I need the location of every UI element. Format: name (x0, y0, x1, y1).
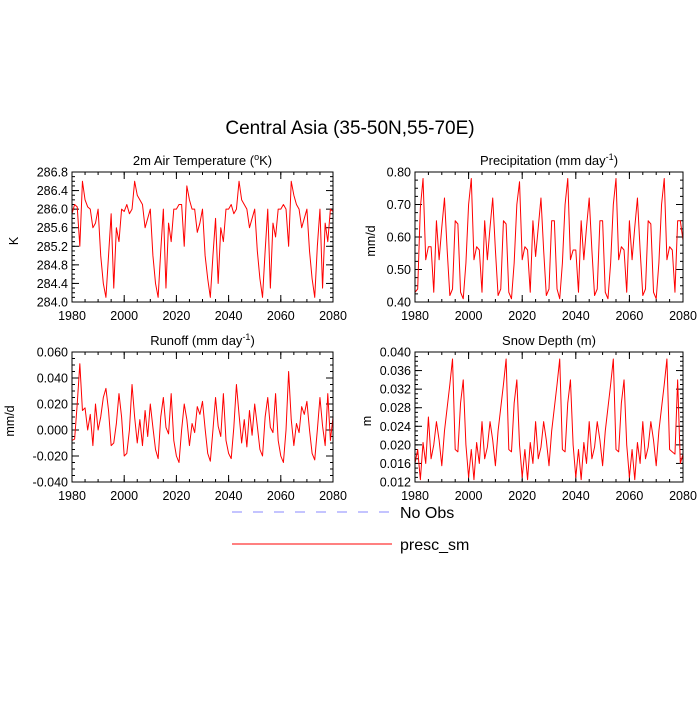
y-axis-label-precip: mm/d (364, 225, 378, 256)
panel-title-text: Precipitation (mm day (480, 153, 606, 168)
panel-title-after: K) (259, 153, 272, 168)
panel-title-sup: -1 (242, 332, 250, 342)
y-tick-label: 0.40 (387, 296, 411, 310)
y-tick-label: 0.80 (387, 166, 411, 180)
y-axis-label-snow: m (360, 416, 374, 426)
y-axis-label-runoff: mm/d (3, 405, 17, 436)
panels: 2m Air Temperature (oK) K 1980 2000 2020 2040… (3, 152, 697, 503)
x-tick-label: 2020 (162, 489, 190, 503)
y-tick-label: 285.6 (37, 221, 68, 235)
y-tick-label: 0.020 (37, 398, 68, 412)
x-tick-label: 1980 (401, 309, 429, 323)
x-tick-label: 2060 (615, 489, 643, 503)
panel-title-precip: Precipitation (mm day-1) (480, 152, 618, 168)
y-tick-label: 286.8 (37, 166, 68, 180)
panel-title-text: Snow Depth (m) (502, 333, 596, 348)
legend-label-presc-sm: presc_sm (400, 537, 469, 554)
x-tick-label: 2060 (267, 489, 295, 503)
y-tick-label: 284.8 (37, 258, 68, 272)
x-tick-label: 2040 (562, 309, 590, 323)
y-tick-label: 0.50 (387, 263, 411, 277)
legend-label-no-obs: No Obs (400, 505, 454, 522)
y-tick-label: 0.024 (380, 420, 411, 434)
x-tick-label: 2040 (215, 309, 243, 323)
panel-title-text: Runoff (mm day (150, 333, 243, 348)
x-tick-label: 2000 (110, 309, 138, 323)
y-tick-label: -0.040 (33, 476, 68, 490)
x-tick-label: 2060 (267, 309, 295, 323)
x-tick-label: 2000 (455, 309, 483, 323)
series-line-presc-sm (71, 363, 334, 463)
y-tick-label: 284.0 (37, 296, 68, 310)
panel-snow: Snow Depth (m) m 1980 2000 2020 2040 2060 2080 0… (360, 333, 697, 503)
series-line-presc-sm (414, 358, 684, 481)
y-tick-label: 0.020 (380, 438, 411, 452)
y-tick-label: 0.000 (37, 424, 68, 438)
series-line-presc-sm (414, 178, 684, 300)
x-tick-label: 2000 (110, 489, 138, 503)
y-tick-label: 0.70 (387, 198, 411, 212)
panel-title-snow: Snow Depth (m) (502, 333, 596, 348)
x-tick-label: 2060 (615, 309, 643, 323)
figure-title: Central Asia (35-50N,55-70E) (225, 118, 474, 139)
panel-runoff: Runoff (mm day-1) mm/d 1980 2000 2020 2040 206… (3, 332, 347, 503)
y-axis-label-temp: K (7, 236, 21, 245)
panel-title-after: ) (614, 153, 618, 168)
x-tick-label: 2040 (562, 489, 590, 503)
legend: No Obs presc_sm (232, 505, 469, 554)
panel-title-after: ) (250, 333, 254, 348)
y-tick-label: 0.060 (37, 346, 68, 360)
x-tick-label: 2020 (162, 309, 190, 323)
plot-frame-temp (71, 171, 334, 303)
y-tick-label: 0.036 (380, 364, 411, 378)
x-tick-label: 2020 (508, 309, 536, 323)
x-tick-label: 2080 (319, 489, 347, 503)
panel-title-runoff: Runoff (mm day-1) (150, 332, 255, 348)
plot-frame-runoff (71, 351, 334, 483)
x-tick-label: 2080 (669, 309, 697, 323)
x-tick-label: 2040 (215, 489, 243, 503)
y-tick-label: 0.60 (387, 231, 411, 245)
y-tick-label: 0.040 (37, 372, 68, 386)
y-tick-label: 0.028 (380, 401, 411, 415)
x-tick-label: 1980 (58, 309, 86, 323)
y-tick-label: 0.032 (380, 383, 411, 397)
y-tick-label: 285.2 (37, 240, 68, 254)
panel-title-sup: -1 (606, 152, 614, 162)
x-tick-label: 2080 (319, 309, 347, 323)
x-tick-label: 2020 (508, 489, 536, 503)
x-tick-label: 1980 (58, 489, 86, 503)
y-tick-label: 286.4 (37, 184, 68, 198)
y-tick-label: 0.016 (380, 457, 411, 471)
y-tick-label: 284.4 (37, 277, 68, 291)
y-tick-label: 286.0 (37, 203, 68, 217)
x-tick-label: 1980 (401, 489, 429, 503)
x-tick-label: 2080 (669, 489, 697, 503)
series-line-presc-sm (71, 180, 334, 298)
panel-title-text: 2m Air Temperature ( (133, 153, 255, 168)
plot-frame-snow (414, 351, 684, 483)
x-tick-label: 2000 (455, 489, 483, 503)
panel-precip: Precipitation (mm day-1) mm/d 1980 2000 2020… (364, 152, 697, 323)
plot-frame-precip (414, 171, 684, 303)
panel-temp: 2m Air Temperature (oK) K 1980 2000 2020 2040… (7, 152, 347, 323)
y-tick-label: 0.040 (380, 346, 411, 360)
y-tick-label: -0.020 (33, 450, 68, 464)
panel-title-temp: 2m Air Temperature (oK) (133, 152, 272, 168)
y-tick-label: 0.012 (380, 476, 411, 490)
panel-title-sup: o (254, 152, 259, 162)
